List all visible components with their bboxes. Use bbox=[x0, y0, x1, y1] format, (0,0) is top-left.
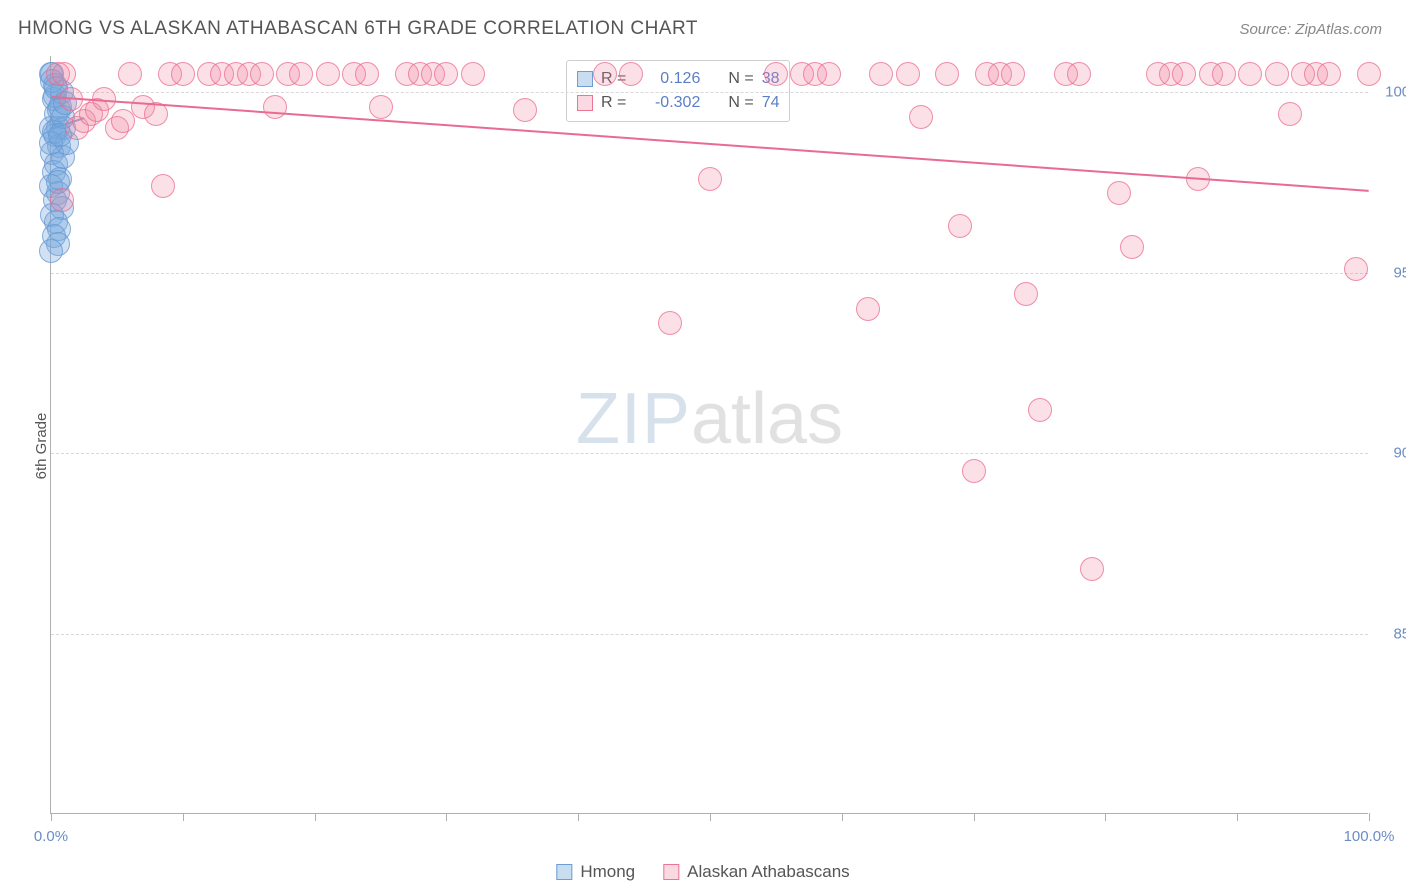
data-point bbox=[263, 95, 287, 119]
data-point bbox=[1067, 62, 1091, 86]
legend-row: R = -0.302 N = 74 bbox=[577, 91, 779, 115]
data-point bbox=[289, 62, 313, 86]
data-point bbox=[369, 95, 393, 119]
data-point bbox=[151, 174, 175, 198]
data-point bbox=[1172, 62, 1196, 86]
data-point bbox=[962, 459, 986, 483]
data-point bbox=[1014, 282, 1038, 306]
gridline bbox=[51, 273, 1368, 274]
x-tick bbox=[974, 813, 975, 821]
legend-swatch bbox=[577, 71, 593, 87]
data-point bbox=[52, 62, 76, 86]
x-tick bbox=[446, 813, 447, 821]
legend-label: Alaskan Athabascans bbox=[687, 862, 850, 882]
legend-label: Hmong bbox=[580, 862, 635, 882]
legend-r-value: 0.126 bbox=[634, 67, 700, 91]
legend-r-label: R = bbox=[601, 91, 626, 115]
gridline bbox=[51, 453, 1368, 454]
data-point bbox=[1238, 62, 1262, 86]
data-point bbox=[1080, 557, 1104, 581]
data-point bbox=[355, 62, 379, 86]
data-point bbox=[619, 62, 643, 86]
legend-n-value: 74 bbox=[762, 91, 780, 115]
y-axis-label: 6th Grade bbox=[33, 413, 50, 480]
data-point bbox=[658, 311, 682, 335]
data-point bbox=[1357, 62, 1381, 86]
data-point bbox=[1107, 181, 1131, 205]
legend-item: Alaskan Athabascans bbox=[663, 862, 850, 882]
legend-r-value: -0.302 bbox=[634, 91, 700, 115]
data-point bbox=[1120, 235, 1144, 259]
x-tick bbox=[51, 813, 52, 821]
data-point bbox=[434, 62, 458, 86]
data-point bbox=[896, 62, 920, 86]
data-point bbox=[118, 62, 142, 86]
x-tick bbox=[842, 813, 843, 821]
data-point bbox=[817, 62, 841, 86]
x-tick bbox=[1237, 813, 1238, 821]
gridline bbox=[51, 92, 1368, 93]
y-tick-label: 100.0% bbox=[1385, 84, 1406, 101]
data-point bbox=[869, 62, 893, 86]
legend-swatch bbox=[556, 864, 572, 880]
data-point bbox=[39, 239, 63, 263]
data-point bbox=[698, 167, 722, 191]
x-tick bbox=[315, 813, 316, 821]
chart-plot-area: ZIPatlas R =0.126N =38R =-0.302N =74 85.… bbox=[50, 56, 1368, 814]
data-point bbox=[1001, 62, 1025, 86]
data-point bbox=[111, 109, 135, 133]
legend-item: Hmong bbox=[556, 862, 635, 882]
data-point bbox=[856, 297, 880, 321]
gridline bbox=[51, 634, 1368, 635]
y-tick-label: 90.0% bbox=[1393, 445, 1406, 462]
y-tick-label: 95.0% bbox=[1393, 264, 1406, 281]
data-point bbox=[316, 62, 340, 86]
x-tick bbox=[1369, 813, 1370, 821]
x-tick bbox=[183, 813, 184, 821]
x-tick bbox=[1105, 813, 1106, 821]
data-point bbox=[935, 62, 959, 86]
series-legend: Hmong Alaskan Athabascans bbox=[556, 862, 849, 882]
data-point bbox=[250, 62, 274, 86]
data-point bbox=[1265, 62, 1289, 86]
data-point bbox=[1028, 398, 1052, 422]
chart-title: HMONG VS ALASKAN ATHABASCAN 6TH GRADE CO… bbox=[18, 18, 698, 40]
x-tick bbox=[710, 813, 711, 821]
legend-swatch bbox=[663, 864, 679, 880]
data-point bbox=[948, 214, 972, 238]
y-tick-label: 85.0% bbox=[1393, 625, 1406, 642]
x-tick-label: 100.0% bbox=[1344, 828, 1395, 845]
x-tick-label: 0.0% bbox=[34, 828, 68, 845]
data-point bbox=[593, 62, 617, 86]
legend-n-label: N = bbox=[728, 91, 753, 115]
data-point bbox=[50, 188, 74, 212]
data-point bbox=[764, 62, 788, 86]
source-label: Source: ZipAtlas.com bbox=[1239, 21, 1382, 38]
data-point bbox=[171, 62, 195, 86]
watermark: ZIPatlas bbox=[576, 378, 843, 460]
data-point bbox=[1317, 62, 1341, 86]
legend-swatch bbox=[577, 95, 593, 111]
data-point bbox=[1212, 62, 1236, 86]
data-point bbox=[909, 105, 933, 129]
data-point bbox=[513, 98, 537, 122]
data-point bbox=[1278, 102, 1302, 126]
data-point bbox=[461, 62, 485, 86]
legend-n-label: N = bbox=[728, 67, 753, 91]
x-tick bbox=[578, 813, 579, 821]
data-point bbox=[1344, 257, 1368, 281]
